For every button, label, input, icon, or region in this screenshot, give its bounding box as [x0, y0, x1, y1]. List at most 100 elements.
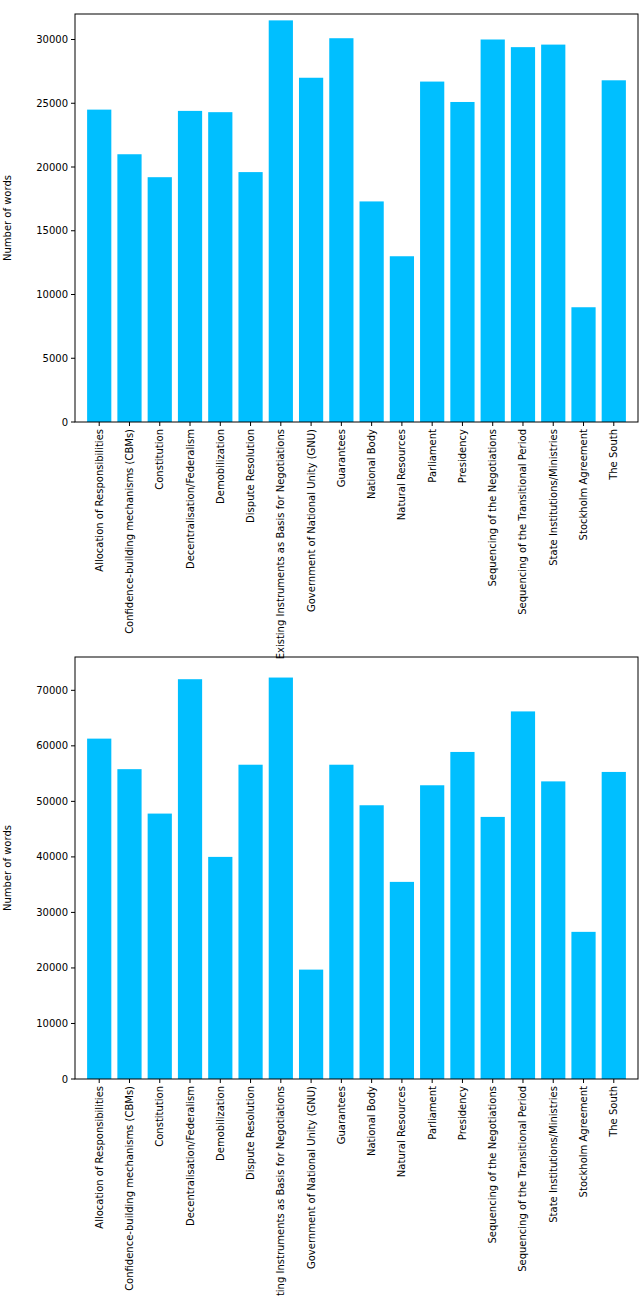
- x-tick-label: Decentralisation/Federalism: [185, 1086, 196, 1226]
- bar: [602, 80, 626, 422]
- x-tick-label: National Body: [366, 1086, 377, 1156]
- x-tick: [583, 422, 584, 426]
- bar: [117, 154, 141, 422]
- y-tick: [71, 167, 75, 168]
- x-tick-label: Confidence-building mechanisms (CBMs): [124, 429, 135, 634]
- x-tick: [220, 1079, 221, 1083]
- bar: [360, 201, 384, 422]
- y-tick: [71, 1079, 75, 1080]
- bar: [420, 82, 444, 422]
- y-tick-label: 70000: [36, 685, 68, 696]
- bar: [481, 817, 505, 1079]
- x-tick-label: Presidency: [457, 429, 468, 483]
- y-tick-label: 30000: [36, 34, 68, 45]
- x-tick: [492, 1079, 493, 1083]
- x-tick: [190, 1079, 191, 1083]
- y-tick-label: 30000: [36, 907, 68, 918]
- bar: [238, 172, 262, 422]
- x-tick: [190, 422, 191, 426]
- y-tick: [71, 745, 75, 746]
- x-tick-label: Parliament: [427, 429, 438, 483]
- y-tick: [71, 103, 75, 104]
- x-tick-label: Existing Instruments as Basis for Negoti…: [275, 1086, 286, 1296]
- x-tick: [401, 422, 402, 426]
- bar: [208, 857, 232, 1079]
- x-tick-label: National Body: [366, 429, 377, 499]
- x-tick: [311, 422, 312, 426]
- y-tick: [71, 422, 75, 423]
- y-tick: [71, 967, 75, 968]
- x-tick-label: Natural Resources: [396, 429, 407, 520]
- x-tick-label: Allocation of Responsibilities: [94, 1086, 105, 1229]
- x-tick-label: Parliament: [427, 1086, 438, 1140]
- x-tick-label: State Institutions/Ministries: [548, 429, 559, 566]
- bar: [450, 102, 474, 422]
- x-tick: [159, 422, 160, 426]
- x-tick-label: Government of National Unity (GNU): [306, 1086, 317, 1269]
- bar: [571, 932, 595, 1079]
- x-tick: [432, 422, 433, 426]
- x-tick-label: Presidency: [457, 1086, 468, 1140]
- x-tick: [553, 422, 554, 426]
- bar: [299, 78, 323, 422]
- x-tick-label: Demobilization: [215, 429, 226, 504]
- bar: [238, 765, 262, 1079]
- x-tick-label: Sequencing of the Transitional Period: [517, 1086, 528, 1272]
- x-tick: [129, 1079, 130, 1083]
- x-tick-label: Sequencing of the Negotiations: [487, 1086, 498, 1244]
- y-tick: [71, 358, 75, 359]
- y-tick-label: 0: [62, 1074, 68, 1085]
- x-tick-label: Guarantees: [336, 1086, 347, 1144]
- bar: [269, 678, 293, 1079]
- bars: [87, 20, 626, 422]
- y-axis-label: Number of words: [2, 175, 13, 261]
- x-tick: [280, 1079, 281, 1083]
- y-tick-label: 10000: [36, 1018, 68, 1029]
- x-tick-label: Natural Resources: [396, 1086, 407, 1177]
- x-tick: [462, 1079, 463, 1083]
- x-tick-label: Sequencing of the Transitional Period: [517, 429, 528, 615]
- x-tick: [99, 422, 100, 426]
- x-tick: [159, 1079, 160, 1083]
- x-tick: [553, 1079, 554, 1083]
- bar: [541, 781, 565, 1079]
- y-tick: [71, 690, 75, 691]
- y-tick-label: 5000: [43, 353, 68, 364]
- x-tick: [99, 1079, 100, 1083]
- bar: [360, 805, 384, 1079]
- x-tick: [311, 1079, 312, 1083]
- y-tick: [71, 1023, 75, 1024]
- bar: [329, 765, 353, 1079]
- y-tick: [71, 294, 75, 295]
- bar: [299, 970, 323, 1079]
- bar: [178, 111, 202, 422]
- bar: [178, 679, 202, 1079]
- bar: [511, 711, 535, 1079]
- bar: [450, 752, 474, 1079]
- x-tick-label: State Institutions/Ministries: [548, 1086, 559, 1223]
- x-tick-label: Constitution: [154, 1086, 165, 1147]
- y-tick-label: 50000: [36, 796, 68, 807]
- x-tick: [522, 1079, 523, 1083]
- y-tick: [71, 856, 75, 857]
- bar: [602, 772, 626, 1079]
- x-tick-label: Stockholm Agreement: [578, 1086, 589, 1197]
- bar: [390, 882, 414, 1079]
- x-tick: [341, 422, 342, 426]
- y-tick-label: 20000: [36, 162, 68, 173]
- y-tick: [71, 801, 75, 802]
- x-tick: [401, 1079, 402, 1083]
- x-tick: [129, 422, 130, 426]
- x-tick-label: Government of National Unity (GNU): [306, 429, 317, 612]
- x-tick-label: The South: [608, 1086, 619, 1138]
- x-tick-label: Sequencing of the Negotiations: [487, 429, 498, 587]
- x-tick-label: Guarantees: [336, 429, 347, 487]
- bar: [420, 785, 444, 1079]
- x-tick-label: Confidence-building mechanisms (CBMs): [124, 1086, 135, 1291]
- x-tick: [250, 422, 251, 426]
- x-tick: [522, 422, 523, 426]
- x-tick-label: Existing Instruments as Basis for Negoti…: [275, 429, 286, 659]
- bar: [390, 256, 414, 422]
- y-tick-label: 10000: [36, 289, 68, 300]
- plot-frame: [75, 657, 638, 1079]
